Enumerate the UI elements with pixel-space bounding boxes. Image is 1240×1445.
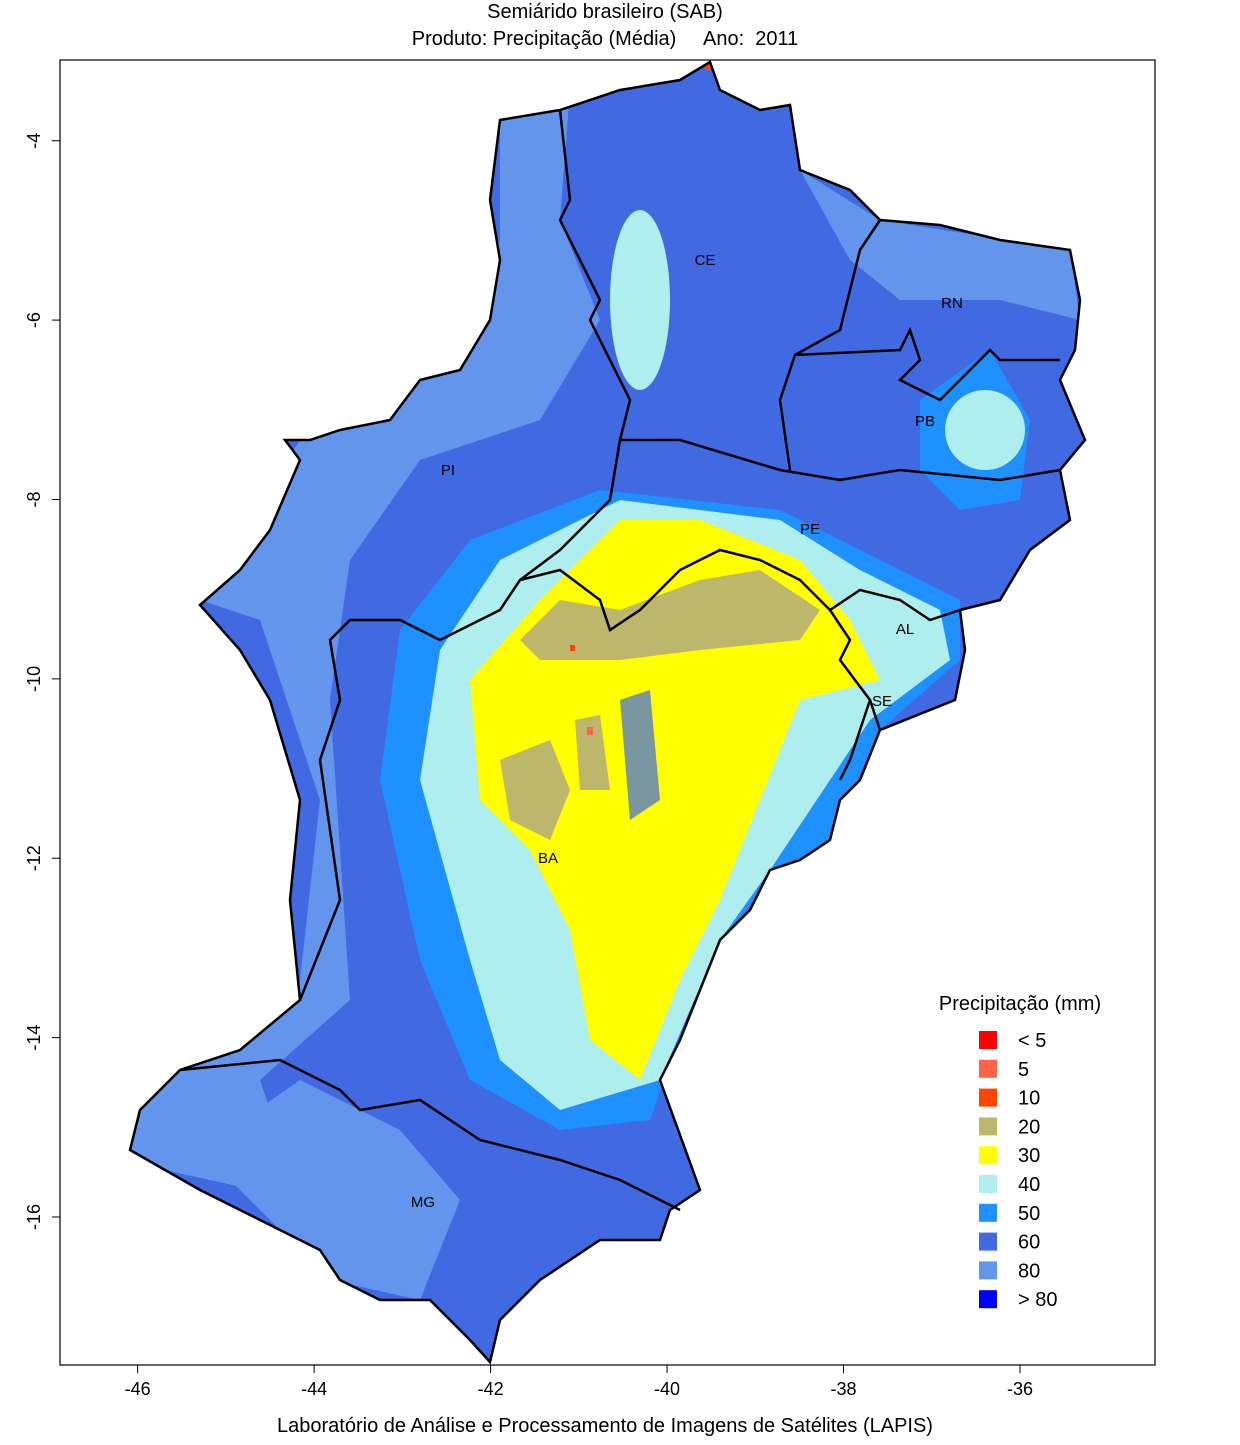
credit: Laboratório de Análise e Processamento d… bbox=[277, 1415, 933, 1437]
border-rn-pb bbox=[794, 326, 1060, 402]
field-5 bbox=[587, 727, 593, 735]
state-label: PE bbox=[800, 521, 820, 538]
legend-swatch bbox=[979, 1175, 997, 1193]
x-tick-label: -44 bbox=[301, 1379, 327, 1399]
x-tick-label: -40 bbox=[654, 1379, 680, 1399]
state-label: AL bbox=[896, 621, 914, 638]
state-label: RN bbox=[941, 295, 963, 312]
field-20 bbox=[520, 570, 820, 660]
border-se-ba bbox=[838, 699, 872, 781]
legend-swatch bbox=[979, 1059, 997, 1078]
border-ce-pb bbox=[778, 219, 882, 471]
legend-swatch bbox=[979, 1146, 997, 1165]
x-tick-label: -46 bbox=[125, 1379, 151, 1399]
legend-swatch bbox=[979, 1088, 997, 1107]
legend-label: 60 bbox=[1018, 1232, 1040, 1254]
legend-title: Precipitação (mm) bbox=[939, 993, 1101, 1015]
title: Semiárido brasileiro (SAB) bbox=[487, 1, 723, 23]
legend-swatch bbox=[979, 1290, 997, 1309]
state-label: BA bbox=[538, 850, 558, 867]
legend-label: 80 bbox=[1018, 1260, 1040, 1282]
x-tick-label: -42 bbox=[478, 1379, 504, 1399]
y-tick-label: -16 bbox=[24, 1204, 44, 1230]
field-20 bbox=[500, 740, 570, 840]
legend: < 5 5 10 20 30 40 50 60 80 > 80 bbox=[979, 1030, 1057, 1311]
field-10 bbox=[570, 645, 575, 651]
subtitle: Produto: Precipitação (Média) Ano: 2011 bbox=[412, 28, 799, 50]
borders bbox=[128, 60, 1087, 1365]
state-labels: CE RN PB PI PE AL SE BA MG bbox=[411, 252, 963, 1211]
legend-swatch bbox=[979, 1117, 997, 1136]
legend-swatch bbox=[979, 1232, 997, 1251]
field-20 bbox=[575, 715, 610, 790]
border-pi-ba bbox=[298, 439, 622, 1001]
axes: -46 -44 -42 -40 -38 -36 -4 -6 -8 -10 -12 -14 -16 bbox=[24, 133, 1033, 1399]
state-label: CE bbox=[695, 252, 716, 269]
y-tick-label: -4 bbox=[24, 133, 44, 149]
field-80 bbox=[130, 90, 600, 1200]
state-label: SE bbox=[872, 693, 892, 710]
plot-frame bbox=[59, 59, 1156, 1366]
y-tick-label: -14 bbox=[24, 1025, 44, 1051]
y-tick-label: -8 bbox=[24, 491, 44, 507]
legend-label: 10 bbox=[1018, 1088, 1040, 1110]
field-10 bbox=[706, 62, 714, 70]
field-80 bbox=[800, 170, 1080, 320]
field-40 bbox=[945, 390, 1025, 470]
legend-swatch bbox=[979, 1203, 997, 1222]
legend-label: 5 bbox=[1018, 1059, 1029, 1081]
y-tick-label: -12 bbox=[24, 845, 44, 871]
border-al-se bbox=[828, 609, 882, 731]
x-tick-label: -36 bbox=[1007, 1379, 1033, 1399]
border-ba-mg bbox=[179, 1058, 681, 1212]
state-label: PI bbox=[441, 462, 455, 479]
y-tick-label: -10 bbox=[24, 666, 44, 692]
region-outline bbox=[128, 60, 1087, 1365]
legend-label: 40 bbox=[1018, 1174, 1040, 1196]
x-tick-label: -38 bbox=[831, 1379, 857, 1399]
state-label: MG bbox=[411, 1194, 435, 1211]
y-tick-label: -6 bbox=[24, 312, 44, 328]
legend-label: < 5 bbox=[1018, 1030, 1046, 1052]
border-pe-ba-al bbox=[519, 548, 961, 632]
legend-label: > 80 bbox=[1018, 1289, 1057, 1311]
field-40 bbox=[610, 210, 670, 390]
legend-label: 50 bbox=[1018, 1203, 1040, 1225]
state-label: PB bbox=[915, 413, 935, 430]
field-60 bbox=[620, 690, 660, 820]
legend-swatch bbox=[979, 1261, 997, 1280]
legend-swatch bbox=[979, 1031, 997, 1049]
precip-field bbox=[130, 62, 1085, 1362]
legend-label: 30 bbox=[1018, 1145, 1040, 1167]
legend-label: 20 bbox=[1018, 1116, 1040, 1138]
field-80 bbox=[200, 1080, 460, 1300]
